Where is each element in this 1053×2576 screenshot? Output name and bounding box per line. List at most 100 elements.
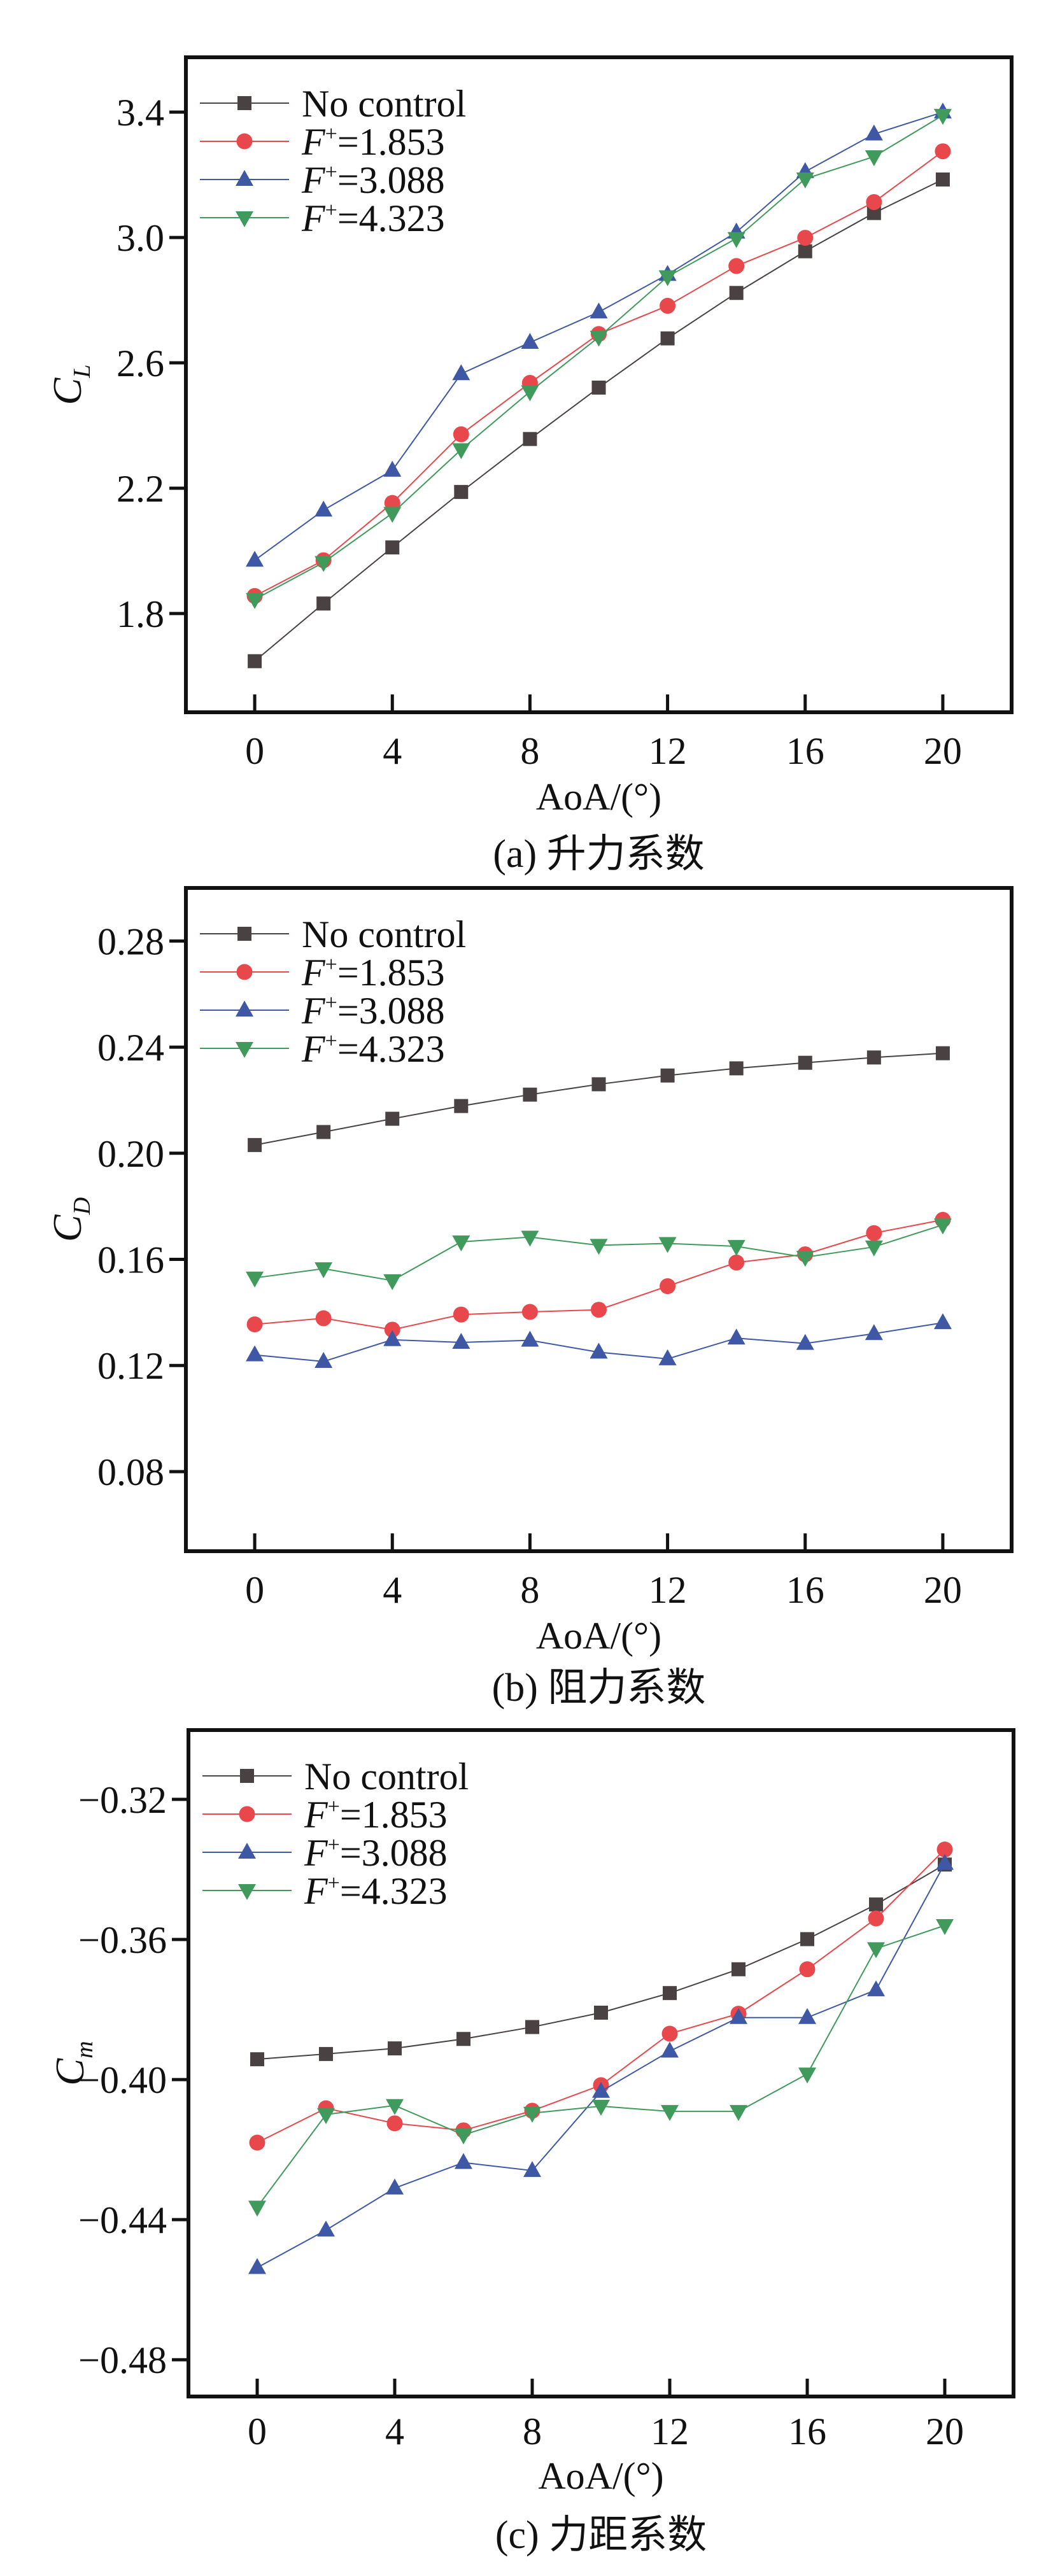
legend-marker — [239, 1806, 255, 1822]
data-point — [592, 2081, 610, 2098]
data-point — [727, 1328, 746, 1345]
data-point — [935, 172, 950, 187]
data-point — [383, 1274, 402, 1290]
data-point — [383, 460, 402, 477]
data-point — [523, 432, 537, 446]
data-point — [796, 1251, 814, 1267]
data-point — [590, 330, 608, 347]
data-point — [590, 1239, 608, 1255]
data-point — [383, 1330, 402, 1346]
chart-caption: (c) 力距系数 — [495, 2514, 707, 2557]
data-point — [594, 2005, 608, 2020]
data-point — [866, 206, 881, 220]
data-point — [592, 2099, 610, 2116]
data-point — [933, 1218, 952, 1235]
data-point — [728, 258, 745, 274]
y-tick-label: −0.36 — [78, 1919, 167, 1961]
data-point — [796, 1334, 814, 1350]
series-3 — [248, 1854, 954, 2274]
data-point — [865, 150, 883, 167]
data-point — [661, 2041, 679, 2058]
y-tick-label: 2.2 — [117, 468, 164, 510]
data-point — [660, 297, 676, 314]
x-tick-label: 8 — [520, 1569, 539, 1611]
plot-frame — [187, 1728, 1015, 2398]
data-point — [728, 1255, 745, 1271]
legend-marker — [236, 964, 253, 980]
y-tick-label: 0.12 — [97, 1345, 164, 1387]
data-point — [314, 1262, 333, 1279]
data-point — [453, 426, 469, 442]
data-point — [731, 1962, 746, 1976]
data-point — [800, 1932, 814, 1946]
chart-moment: 0 4 8 12 16 20 −0.48 −0.44 −0.40 −0.36 −0.32 AoA/(°… — [47, 1728, 1015, 2557]
data-point — [386, 2115, 403, 2132]
data-point — [936, 1854, 954, 1870]
data-point — [935, 143, 951, 160]
data-point — [591, 380, 606, 395]
series-1 — [248, 1046, 950, 1152]
data-point — [246, 1316, 263, 1333]
data-point — [385, 1111, 400, 1126]
data-point — [521, 1304, 538, 1320]
x-axis-label: AoA/(°) — [538, 2455, 663, 2497]
data-point — [660, 1068, 675, 1083]
x-tick-label: 0 — [245, 730, 264, 772]
chart-caption: (b) 阻力系数 — [492, 1666, 706, 1710]
x-tick-label: 16 — [786, 1569, 824, 1611]
legend-label: F+=4.323 — [304, 1870, 448, 1912]
data-point — [316, 1125, 331, 1139]
data-point — [386, 2178, 404, 2195]
legend-marker — [238, 1843, 256, 1859]
x-tick-label: 12 — [651, 2411, 689, 2453]
y-tick-label: −0.48 — [78, 2339, 167, 2381]
data-point — [246, 551, 264, 567]
y-axis-label: CL — [45, 365, 95, 405]
data-point — [663, 1986, 677, 2001]
data-point — [798, 1055, 812, 1070]
x-tick-label: 20 — [924, 730, 962, 772]
data-point — [866, 194, 882, 210]
data-point — [798, 244, 812, 258]
data-point — [933, 1313, 952, 1330]
legend-label: No control — [304, 1756, 469, 1798]
data-point — [591, 1077, 606, 1092]
data-point — [452, 364, 470, 381]
legend-label: F+=3.088 — [301, 159, 445, 201]
data-point — [590, 1342, 608, 1359]
y-tick-label: 0.20 — [97, 1133, 164, 1175]
data-point — [319, 2046, 333, 2061]
x-tick-label: 8 — [520, 730, 539, 772]
data-point — [456, 2032, 470, 2046]
legend-marker — [240, 1769, 254, 1783]
legend-item: F+=1.853 — [202, 1794, 448, 1836]
legend-label: F+=4.323 — [301, 197, 445, 239]
data-point — [865, 1324, 883, 1341]
x-tick-label: 20 — [924, 1569, 962, 1611]
x-tick-label: 4 — [383, 730, 402, 772]
data-point — [523, 2161, 541, 2178]
data-point — [866, 1225, 882, 1241]
series-line — [257, 1925, 945, 2207]
x-tick-label: 0 — [245, 1569, 264, 1611]
data-point — [729, 1061, 744, 1076]
data-point — [454, 1099, 469, 1113]
legend-label: F+=1.853 — [301, 952, 445, 994]
data-point — [454, 484, 469, 499]
data-point — [248, 1137, 262, 1152]
data-point — [525, 2020, 539, 2034]
legend-label: F+=4.323 — [301, 1028, 445, 1070]
chart-drag: 0 4 8 12 16 20 0.08 0.12 0.16 0.20 0.24 0.28 AoA/(°)… — [45, 886, 1014, 1710]
data-point — [661, 2105, 679, 2122]
data-point — [521, 385, 539, 402]
legend-marker — [237, 96, 251, 110]
data-point — [386, 2099, 404, 2115]
data-point — [729, 286, 744, 300]
y-tick-label: 3.4 — [117, 92, 164, 134]
legend-label: F+=3.088 — [301, 990, 445, 1032]
y-tick-label: −0.40 — [78, 2059, 167, 2101]
x-tick-label: 12 — [649, 1569, 687, 1611]
x-axis-label: AoA/(°) — [536, 1615, 661, 1657]
